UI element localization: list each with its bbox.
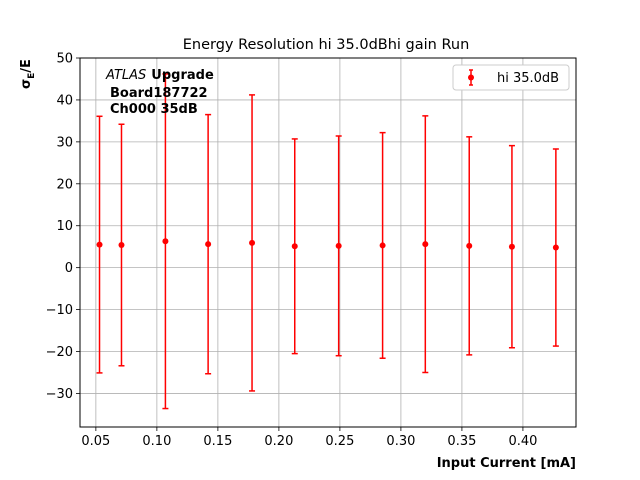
chart-title: Energy Resolution hi 35.0dBhi gain Run: [183, 37, 470, 53]
y-tick-label: 20: [56, 177, 73, 192]
data-point: [508, 243, 515, 250]
upgrade-label: Upgrade: [151, 68, 214, 83]
data-point: [162, 238, 169, 245]
y-tick-label: 50: [56, 52, 73, 67]
data-point: [552, 244, 559, 251]
legend: hi 35.0dB: [452, 64, 570, 91]
y-axis-label: σE/E: [19, 59, 37, 89]
channel-label: Ch000 35dB: [110, 102, 198, 117]
data-point: [96, 241, 103, 248]
y-tick-label: −10: [46, 303, 73, 318]
plot-frame: [79, 57, 577, 428]
data-point: [422, 241, 429, 248]
y-tick-label: 0: [65, 261, 73, 276]
data-point: [335, 242, 342, 249]
y-axis-ticks: −30 −20 −10 0 10 20 30 40 50: [46, 52, 80, 402]
atlas-annotation: ATLAS Upgrade Board187722 Ch000 35dB: [105, 68, 214, 117]
x-tick-label: 0.30: [386, 434, 415, 449]
x-axis-ticks: 0.05 0.10 0.15 0.20 0.25 0.30 0.35 0.40: [81, 427, 537, 449]
y-tick-label: 30: [56, 135, 73, 150]
x-tick-label: 0.20: [264, 434, 293, 449]
x-tick-label: 0.40: [508, 434, 537, 449]
x-tick-label: 0.15: [203, 434, 232, 449]
x-axis-label: Input Current [mA]: [437, 456, 576, 471]
data-point: [291, 243, 298, 250]
y-axis-label-tail: /E: [19, 59, 34, 73]
y-axis-label-main: σ: [19, 79, 34, 89]
board-label: Board187722: [110, 86, 208, 101]
data-point: [379, 242, 386, 249]
x-tick-label: 0.10: [142, 434, 171, 449]
y-tick-label: −30: [46, 387, 73, 402]
x-tick-label: 0.25: [325, 434, 354, 449]
data-point: [118, 242, 125, 249]
grid-lines: [80, 57, 576, 427]
data-point: [249, 239, 256, 246]
y-tick-label: −20: [46, 345, 73, 360]
y-tick-label: 40: [56, 93, 73, 108]
y-axis-label-sub: E: [27, 73, 37, 79]
legend-box: [452, 64, 570, 91]
y-tick-label: 10: [56, 219, 73, 234]
legend-marker: [468, 74, 474, 81]
x-tick-label: 0.05: [81, 434, 110, 449]
x-tick-label: 0.35: [447, 434, 476, 449]
data-point: [205, 241, 212, 248]
data-point: [466, 242, 473, 249]
data-series: [96, 73, 559, 410]
atlas-label: ATLAS: [105, 68, 146, 83]
legend-label: hi 35.0dB: [497, 71, 559, 86]
